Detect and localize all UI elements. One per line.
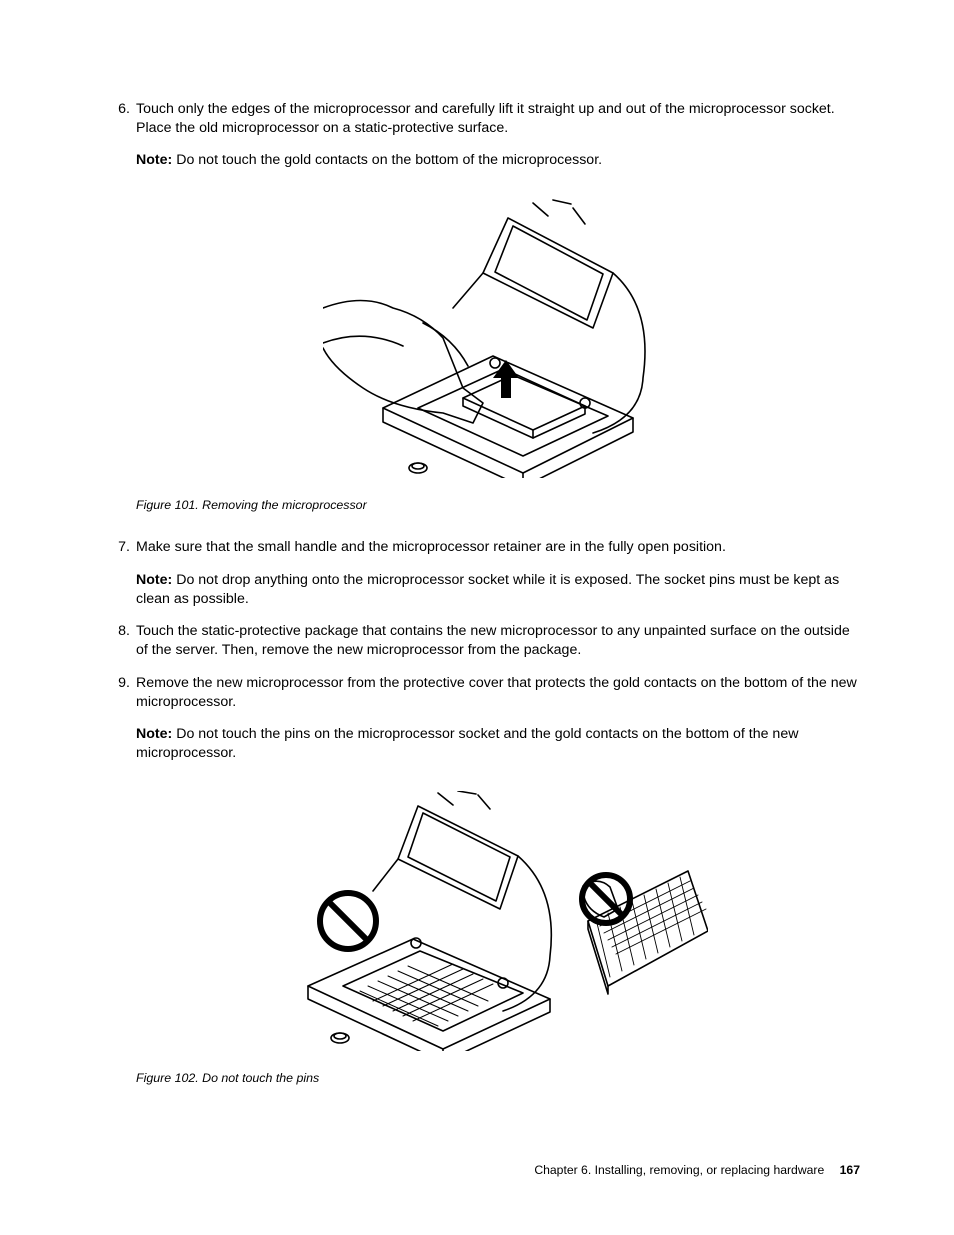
step-7: 7. Make sure that the small handle and t… xyxy=(108,538,860,608)
note-label: Note: xyxy=(136,152,172,168)
figure-101: Figure 101. Removing the microprocessor xyxy=(108,198,860,512)
note-label: Note: xyxy=(136,726,172,742)
step-number: 8. xyxy=(108,622,130,641)
step-9-note: Note: Do not touch the pins on the micro… xyxy=(136,725,860,762)
do-not-touch-pins-icon xyxy=(288,791,708,1051)
note-text: Do not touch the gold contacts on the bo… xyxy=(172,152,602,168)
step-9: 9. Remove the new microprocessor from th… xyxy=(108,674,860,763)
step-text: Make sure that the small handle and the … xyxy=(136,539,726,555)
figure-101-caption: Figure 101. Removing the microprocessor xyxy=(136,498,860,512)
step-text: Touch only the edges of the microprocess… xyxy=(136,101,835,136)
note-text: Do not drop anything onto the microproce… xyxy=(136,572,839,607)
step-6: 6. Touch only the edges of the microproc… xyxy=(108,100,860,170)
figure-102: Figure 102. Do not touch the pins xyxy=(108,791,860,1085)
removing-microprocessor-icon xyxy=(323,198,673,478)
footer-page-number: 167 xyxy=(840,1163,860,1177)
note-label: Note: xyxy=(136,572,172,588)
step-text: Touch the static-protective package that… xyxy=(136,623,850,658)
step-number: 7. xyxy=(108,538,130,557)
page-content: 6. Touch only the edges of the microproc… xyxy=(108,100,860,1111)
step-number: 6. xyxy=(108,100,130,119)
figure-102-caption: Figure 102. Do not touch the pins xyxy=(136,1071,860,1085)
step-text: Remove the new microprocessor from the p… xyxy=(136,675,857,710)
page-footer: Chapter 6. Installing, removing, or repl… xyxy=(108,1163,860,1177)
footer-chapter: Chapter 6. Installing, removing, or repl… xyxy=(534,1163,824,1177)
step-list: 6. Touch only the edges of the microproc… xyxy=(108,100,860,170)
step-8: 8. Touch the static-protective package t… xyxy=(108,622,860,659)
note-text: Do not touch the pins on the microproces… xyxy=(136,726,798,761)
step-6-note: Note: Do not touch the gold contacts on … xyxy=(136,151,860,170)
step-number: 9. xyxy=(108,674,130,693)
step-7-note: Note: Do not drop anything onto the micr… xyxy=(136,571,860,608)
step-list-cont: 7. Make sure that the small handle and t… xyxy=(108,538,860,763)
